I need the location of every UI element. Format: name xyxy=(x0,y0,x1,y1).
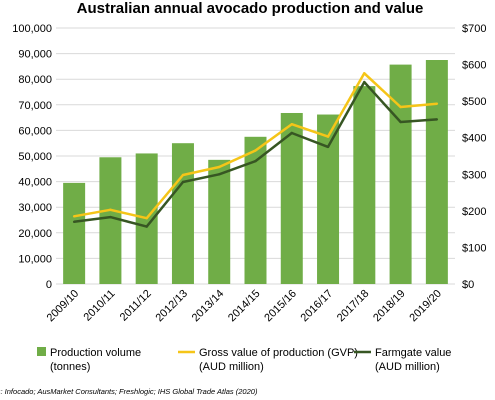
bar-series xyxy=(63,60,448,284)
legend: Production volume (tonnes) Gross value of … xyxy=(37,347,451,373)
left-tick-label-10: 100,000 xyxy=(12,23,52,35)
point-farmgate-value-2010-11 xyxy=(109,215,112,219)
x-tick-label-2012-13: 2012/13 xyxy=(153,288,190,325)
x-tick-label-2011-12: 2011/12 xyxy=(118,288,154,324)
point-farmgate-value-2014-15 xyxy=(254,159,257,163)
right-tick-label-4: $400 xyxy=(462,133,486,145)
point-farmgate-value-2011-12 xyxy=(145,225,148,228)
legend-label-farmgate-value-1: (AUD million) xyxy=(375,361,440,373)
point-gross-value-of-production-gvp-2012-13 xyxy=(181,173,185,177)
bar-2009-10 xyxy=(63,182,86,284)
chart-title: Australian annual avocado production and… xyxy=(77,0,424,17)
point-gross-value-of-production-gvp-2011-12 xyxy=(145,216,148,220)
bar-2014-15 xyxy=(244,136,267,284)
point-farmgate-value-2012-13 xyxy=(181,180,185,184)
right-tick-label-1: $100 xyxy=(462,242,486,254)
x-tick-label-2009-10: 2009/10 xyxy=(45,288,82,325)
bar-2016-17 xyxy=(317,114,340,284)
left-tick-label-8: 80,000 xyxy=(18,74,52,86)
x-tick-label-2018-19: 2018/19 xyxy=(371,288,408,325)
x-tick-label-2017-18: 2017/18 xyxy=(335,288,372,325)
bar-2019-20 xyxy=(425,60,448,284)
left-tick-label-3: 30,000 xyxy=(18,202,52,214)
left-tick-label-1: 10,000 xyxy=(18,253,52,265)
point-farmgate-value-2009-10 xyxy=(72,220,76,224)
point-gross-value-of-production-gvp-2018-19 xyxy=(399,105,402,109)
legend-label-production-volume-0: Production volume xyxy=(50,347,141,359)
point-gross-value-of-production-gvp-2010-11 xyxy=(109,208,112,211)
line-series xyxy=(72,72,439,228)
right-tick-label-7: $700 xyxy=(462,23,486,35)
bar-2012-13 xyxy=(171,143,194,284)
point-farmgate-value-2017-18 xyxy=(363,80,366,84)
x-tick-label-2010-11: 2010/11 xyxy=(82,288,118,324)
left-tick-label-0: 0 xyxy=(46,279,52,291)
left-tick-label-9: 90,000 xyxy=(18,49,52,61)
left-tick-label-2: 20,000 xyxy=(18,228,52,240)
legend-label-gross-value-of-production-gvp-1: (AUD million) xyxy=(199,361,264,373)
x-tick-label-2016-17: 2016/17 xyxy=(299,288,336,325)
legend-label-gross-value-of-production-gvp-0: Gross value of production (GVP) xyxy=(199,347,358,359)
right-tick-label-3: $300 xyxy=(462,169,486,181)
bar-2015-16 xyxy=(280,112,303,284)
x-tick-label-2013-14: 2013/14 xyxy=(190,288,227,325)
point-gross-value-of-production-gvp-2019-20 xyxy=(435,102,439,105)
legend-label-farmgate-value-0: Farmgate value xyxy=(375,347,451,359)
bar-2010-11 xyxy=(99,157,122,284)
right-tick-label-5: $500 xyxy=(462,96,486,108)
point-farmgate-value-2016-17 xyxy=(326,145,330,149)
point-gross-value-of-production-gvp-2009-10 xyxy=(72,215,76,218)
point-farmgate-value-2018-19 xyxy=(399,120,402,124)
right-tick-label-2: $200 xyxy=(462,206,486,218)
right-tick-label-6: $600 xyxy=(462,60,486,72)
left-tick-label-7: 70,000 xyxy=(18,100,52,112)
point-gross-value-of-production-gvp-2017-18 xyxy=(363,72,366,75)
left-tick-label-6: 60,000 xyxy=(18,125,52,137)
point-gross-value-of-production-gvp-2013-14 xyxy=(218,165,221,169)
bar-2013-14 xyxy=(208,159,231,284)
point-farmgate-value-2013-14 xyxy=(218,173,221,176)
left-tick-label-4: 40,000 xyxy=(18,177,52,189)
x-tick-label-2014-15: 2014/15 xyxy=(226,288,263,325)
point-gross-value-of-production-gvp-2015-16 xyxy=(290,122,293,126)
bar-2017-18 xyxy=(353,86,376,284)
legend-label-production-volume-1: (tonnes) xyxy=(50,361,90,373)
point-farmgate-value-2015-16 xyxy=(290,131,293,135)
right-tick-label-0: $0 xyxy=(462,279,474,291)
left-tick-label-5: 50,000 xyxy=(18,151,52,163)
bar-2018-19 xyxy=(389,64,412,284)
point-farmgate-value-2019-20 xyxy=(435,118,439,121)
point-gross-value-of-production-gvp-2016-17 xyxy=(326,135,330,138)
point-gross-value-of-production-gvp-2014-15 xyxy=(254,149,257,152)
source-note: Sources: Infocado; AusMarket Consultants… xyxy=(0,387,258,396)
x-tick-label-2019-20: 2019/20 xyxy=(407,288,444,325)
x-tick-label-2015-16: 2015/16 xyxy=(262,288,299,325)
legend-swatch-production-volume xyxy=(37,347,46,356)
